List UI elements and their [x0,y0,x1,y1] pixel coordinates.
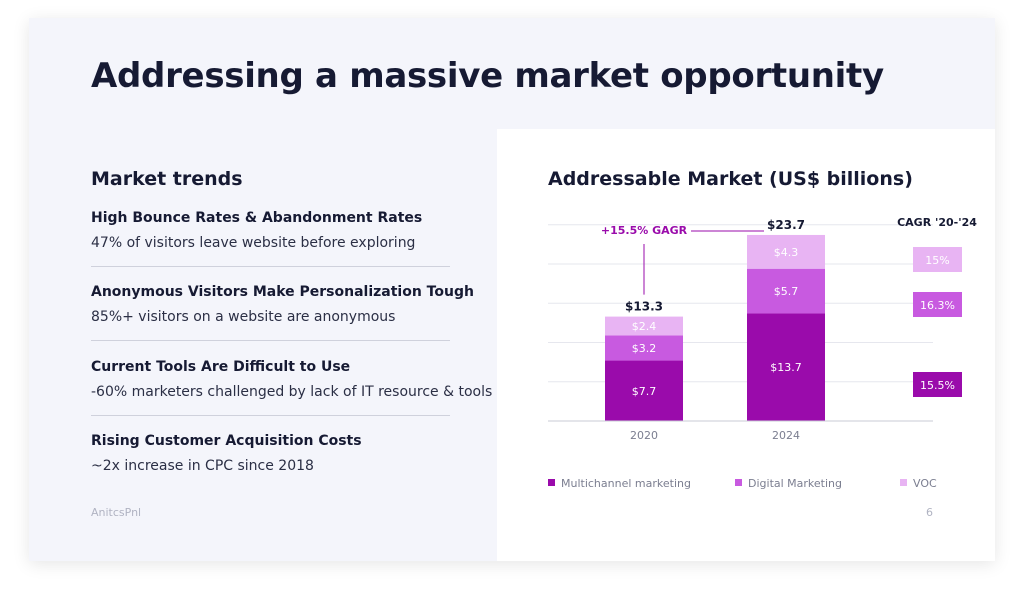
chart-panel: Addressable Market (US$ billions) $7.7 $3… [497,129,995,561]
x-tick-label: 2020 [630,429,658,442]
growth-annotation: +15.5% GAGR [601,224,688,237]
bar-value-label: $4.3 [774,246,799,259]
x-tick-label: 2024 [772,429,800,442]
cagr-value: 15% [925,254,949,267]
cagr-badge [913,292,962,317]
bar-total-label: $13.3 [625,300,663,314]
trend-title: Current Tools Are Difficult to Use [91,359,351,375]
divider [91,340,450,341]
slide-title: Addressing a massive market opportunity [91,56,884,96]
cagr-badge [913,372,962,397]
trend-description: 85%+ visitors on a website are anonymous [91,309,396,325]
legend-label: VOC [913,477,937,490]
legend-swatch [548,479,555,486]
bar-value-label: $3.2 [632,342,657,355]
market-trends-heading: Market trends [91,168,243,190]
bar-segment [747,234,825,269]
trend-title: Rising Customer Acquisition Costs [91,433,362,449]
bar-value-label: $2.4 [632,320,657,333]
page-number: 6 [926,506,933,519]
trend-item: Current Tools Are Difficult to Use -60% … [91,359,493,400]
cagr-value: 16.3% [920,299,955,312]
cagr-value: 15.5% [920,379,955,392]
trend-description: ~2x increase in CPC since 2018 [91,458,314,474]
trend-description: 47% of visitors leave website before exp… [91,235,416,251]
bar-value-label: $5.7 [774,285,799,298]
bar-value-label: $7.7 [632,385,657,398]
legend-label: Digital Marketing [748,477,842,490]
trend-item: Anonymous Visitors Make Personalization … [91,284,474,325]
bar-segment [605,360,683,421]
trend-title: Anonymous Visitors Make Personalization … [91,284,474,300]
bar-value-label: $13.7 [770,361,802,374]
divider [91,266,450,267]
legend-label: Multichannel marketing [561,477,691,490]
legend-swatch [735,479,742,486]
legend-swatch [900,479,907,486]
bar-segment [605,316,683,336]
trend-item: High Bounce Rates & Abandonment Rates 47… [91,210,451,251]
trend-title: High Bounce Rates & Abandonment Rates [91,210,423,226]
cagr-title: CAGR '20-'24 [897,216,977,229]
cagr-badge [913,247,962,272]
divider [91,415,450,416]
trend-description: -60% marketers challenged by lack of IT … [91,384,493,400]
slide: Addressing a massive market opportunity … [29,18,995,561]
bar-segment [605,335,683,361]
bar-total-label: $23.7 [767,218,805,232]
bar-segment [747,313,825,421]
chart-title: Addressable Market (US$ billions) [548,168,913,190]
trend-item: Rising Customer Acquisition Costs ~2x in… [91,433,451,474]
stacked-bar-chart: $7.7 $3.2 $2.4 $13.3 2020 $13.7 $5.7 $4.3 $23.7 2… [548,216,977,490]
bar-segment [747,268,825,314]
footer-logo: AnitcsPnl [91,506,142,519]
